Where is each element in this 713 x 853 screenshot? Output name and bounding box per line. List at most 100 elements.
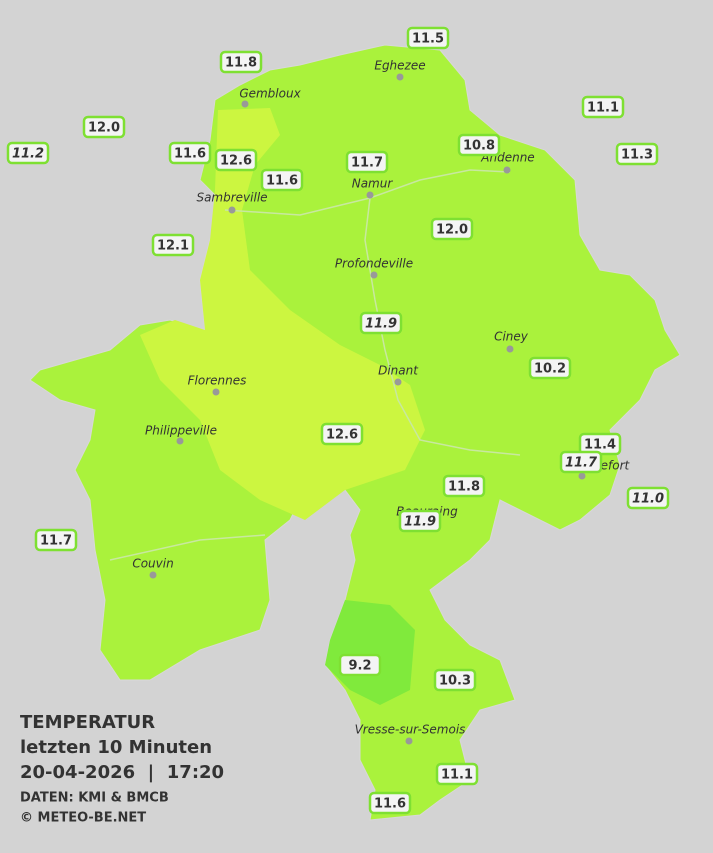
datetime: 20-04-2026 | 17:20 xyxy=(20,762,224,783)
station-value: 11.7 xyxy=(351,156,383,171)
station-value: 11.9 xyxy=(404,515,436,530)
station-label: 11.9 xyxy=(398,509,442,533)
station-value: 12.0 xyxy=(436,223,468,238)
station-label: 11.7 xyxy=(345,150,389,174)
station-value: 11.8 xyxy=(225,56,257,71)
cool-zone xyxy=(325,600,415,705)
station-label: 9.2 xyxy=(338,653,382,677)
station-label: 11.1 xyxy=(435,762,479,786)
station-box xyxy=(214,148,258,172)
station-value: 11.1 xyxy=(441,768,473,783)
station-box xyxy=(435,762,479,786)
station-value: 10.2 xyxy=(534,362,566,377)
station-value: 11.2 xyxy=(12,147,44,162)
station-label: 11.6 xyxy=(368,791,412,815)
station-value: 11.9 xyxy=(365,317,397,332)
station-label: 12.0 xyxy=(82,115,126,139)
city-dot xyxy=(149,571,157,579)
station-label: 11.1 xyxy=(581,95,625,119)
station-box xyxy=(559,450,603,474)
station-label: 11.2 xyxy=(6,141,50,165)
title: TEMPERATUR xyxy=(20,712,155,733)
city-dot xyxy=(241,100,249,108)
station-label: 11.4 xyxy=(578,432,622,456)
city-dot xyxy=(176,437,184,445)
station-value: 12.6 xyxy=(220,154,252,169)
city-label: Gembloux xyxy=(239,87,301,101)
city-label: Sambreville xyxy=(196,191,267,205)
station-label: 11.6 xyxy=(168,141,212,165)
city-dot xyxy=(578,472,586,480)
station-label: 12.6 xyxy=(214,148,258,172)
station-value: 11.7 xyxy=(565,456,598,471)
station-value: 11.5 xyxy=(412,32,444,47)
station-box xyxy=(442,474,486,498)
station-label: 11.6 xyxy=(260,168,304,192)
station-value: 11.1 xyxy=(587,101,619,116)
station-box xyxy=(398,509,442,533)
station-label: 11.7 xyxy=(559,450,603,474)
station-value: 10.8 xyxy=(463,139,495,154)
legend: TEMPERATUR letzten 10 Minuten 20-04-2026… xyxy=(20,712,224,826)
station-box xyxy=(457,133,501,157)
station-box xyxy=(359,311,403,335)
station-box xyxy=(406,26,450,50)
city-dot xyxy=(212,388,220,396)
station-label: 12.6 xyxy=(320,422,364,446)
city-label: Vresse-sur-Semois xyxy=(355,723,466,737)
station-value: 11.8 xyxy=(448,480,480,495)
station-value: 11.3 xyxy=(621,148,653,163)
city-label: Florennes xyxy=(188,374,247,388)
station-box xyxy=(82,115,126,139)
station-box xyxy=(6,141,50,165)
station-box xyxy=(615,142,659,166)
station-box xyxy=(345,150,389,174)
station-label: 11.3 xyxy=(615,142,659,166)
station-box xyxy=(151,233,195,257)
station-box xyxy=(320,422,364,446)
station-label: 10.8 xyxy=(457,133,501,157)
station-label: 10.3 xyxy=(433,668,477,692)
station-value: 11.6 xyxy=(266,174,298,189)
station-box xyxy=(581,95,625,119)
station-box xyxy=(528,356,572,380)
city-label: Namur xyxy=(352,177,394,191)
station-label: 11.8 xyxy=(219,50,263,74)
city-dot xyxy=(370,271,378,279)
station-label: 11.9 xyxy=(359,311,403,335)
station-box xyxy=(430,217,474,241)
station-label: 11.7 xyxy=(34,528,78,552)
station-label: 10.2 xyxy=(528,356,572,380)
station-label: 12.1 xyxy=(151,233,195,257)
city-dot xyxy=(396,73,404,81)
city-label: Profondeville xyxy=(335,257,413,271)
station-value: 12.6 xyxy=(326,428,358,443)
station-value: 10.3 xyxy=(439,674,471,689)
source: DATEN: KMI & BMCB xyxy=(20,791,169,806)
station-value: 11.4 xyxy=(584,438,616,453)
city-dot xyxy=(405,737,413,745)
city-dot xyxy=(228,206,236,214)
river xyxy=(109,169,521,561)
station-value: 11.6 xyxy=(174,147,206,162)
station-value: 12.0 xyxy=(88,121,120,136)
city-label: Eghezee xyxy=(374,59,425,73)
station-box xyxy=(260,168,304,192)
station-value: 12.1 xyxy=(157,239,189,254)
city-dot xyxy=(366,191,374,199)
city-label: Couvin xyxy=(132,557,173,571)
city-dot xyxy=(503,166,511,174)
city-label: Ciney xyxy=(494,330,529,344)
station-value: 11.6 xyxy=(374,797,406,812)
city-dot xyxy=(506,345,514,353)
station-label: 12.0 xyxy=(430,217,474,241)
station-value: 11.0 xyxy=(632,492,664,507)
city-label: Philippeville xyxy=(145,424,217,438)
warm-zone xyxy=(140,108,425,520)
city-label: Dinant xyxy=(378,364,419,378)
station-label: 11.8 xyxy=(442,474,486,498)
station-label: 11.0 xyxy=(626,486,670,510)
station-value: 9.2 xyxy=(348,659,371,674)
station-box xyxy=(368,791,412,815)
station-label: 11.5 xyxy=(406,26,450,50)
